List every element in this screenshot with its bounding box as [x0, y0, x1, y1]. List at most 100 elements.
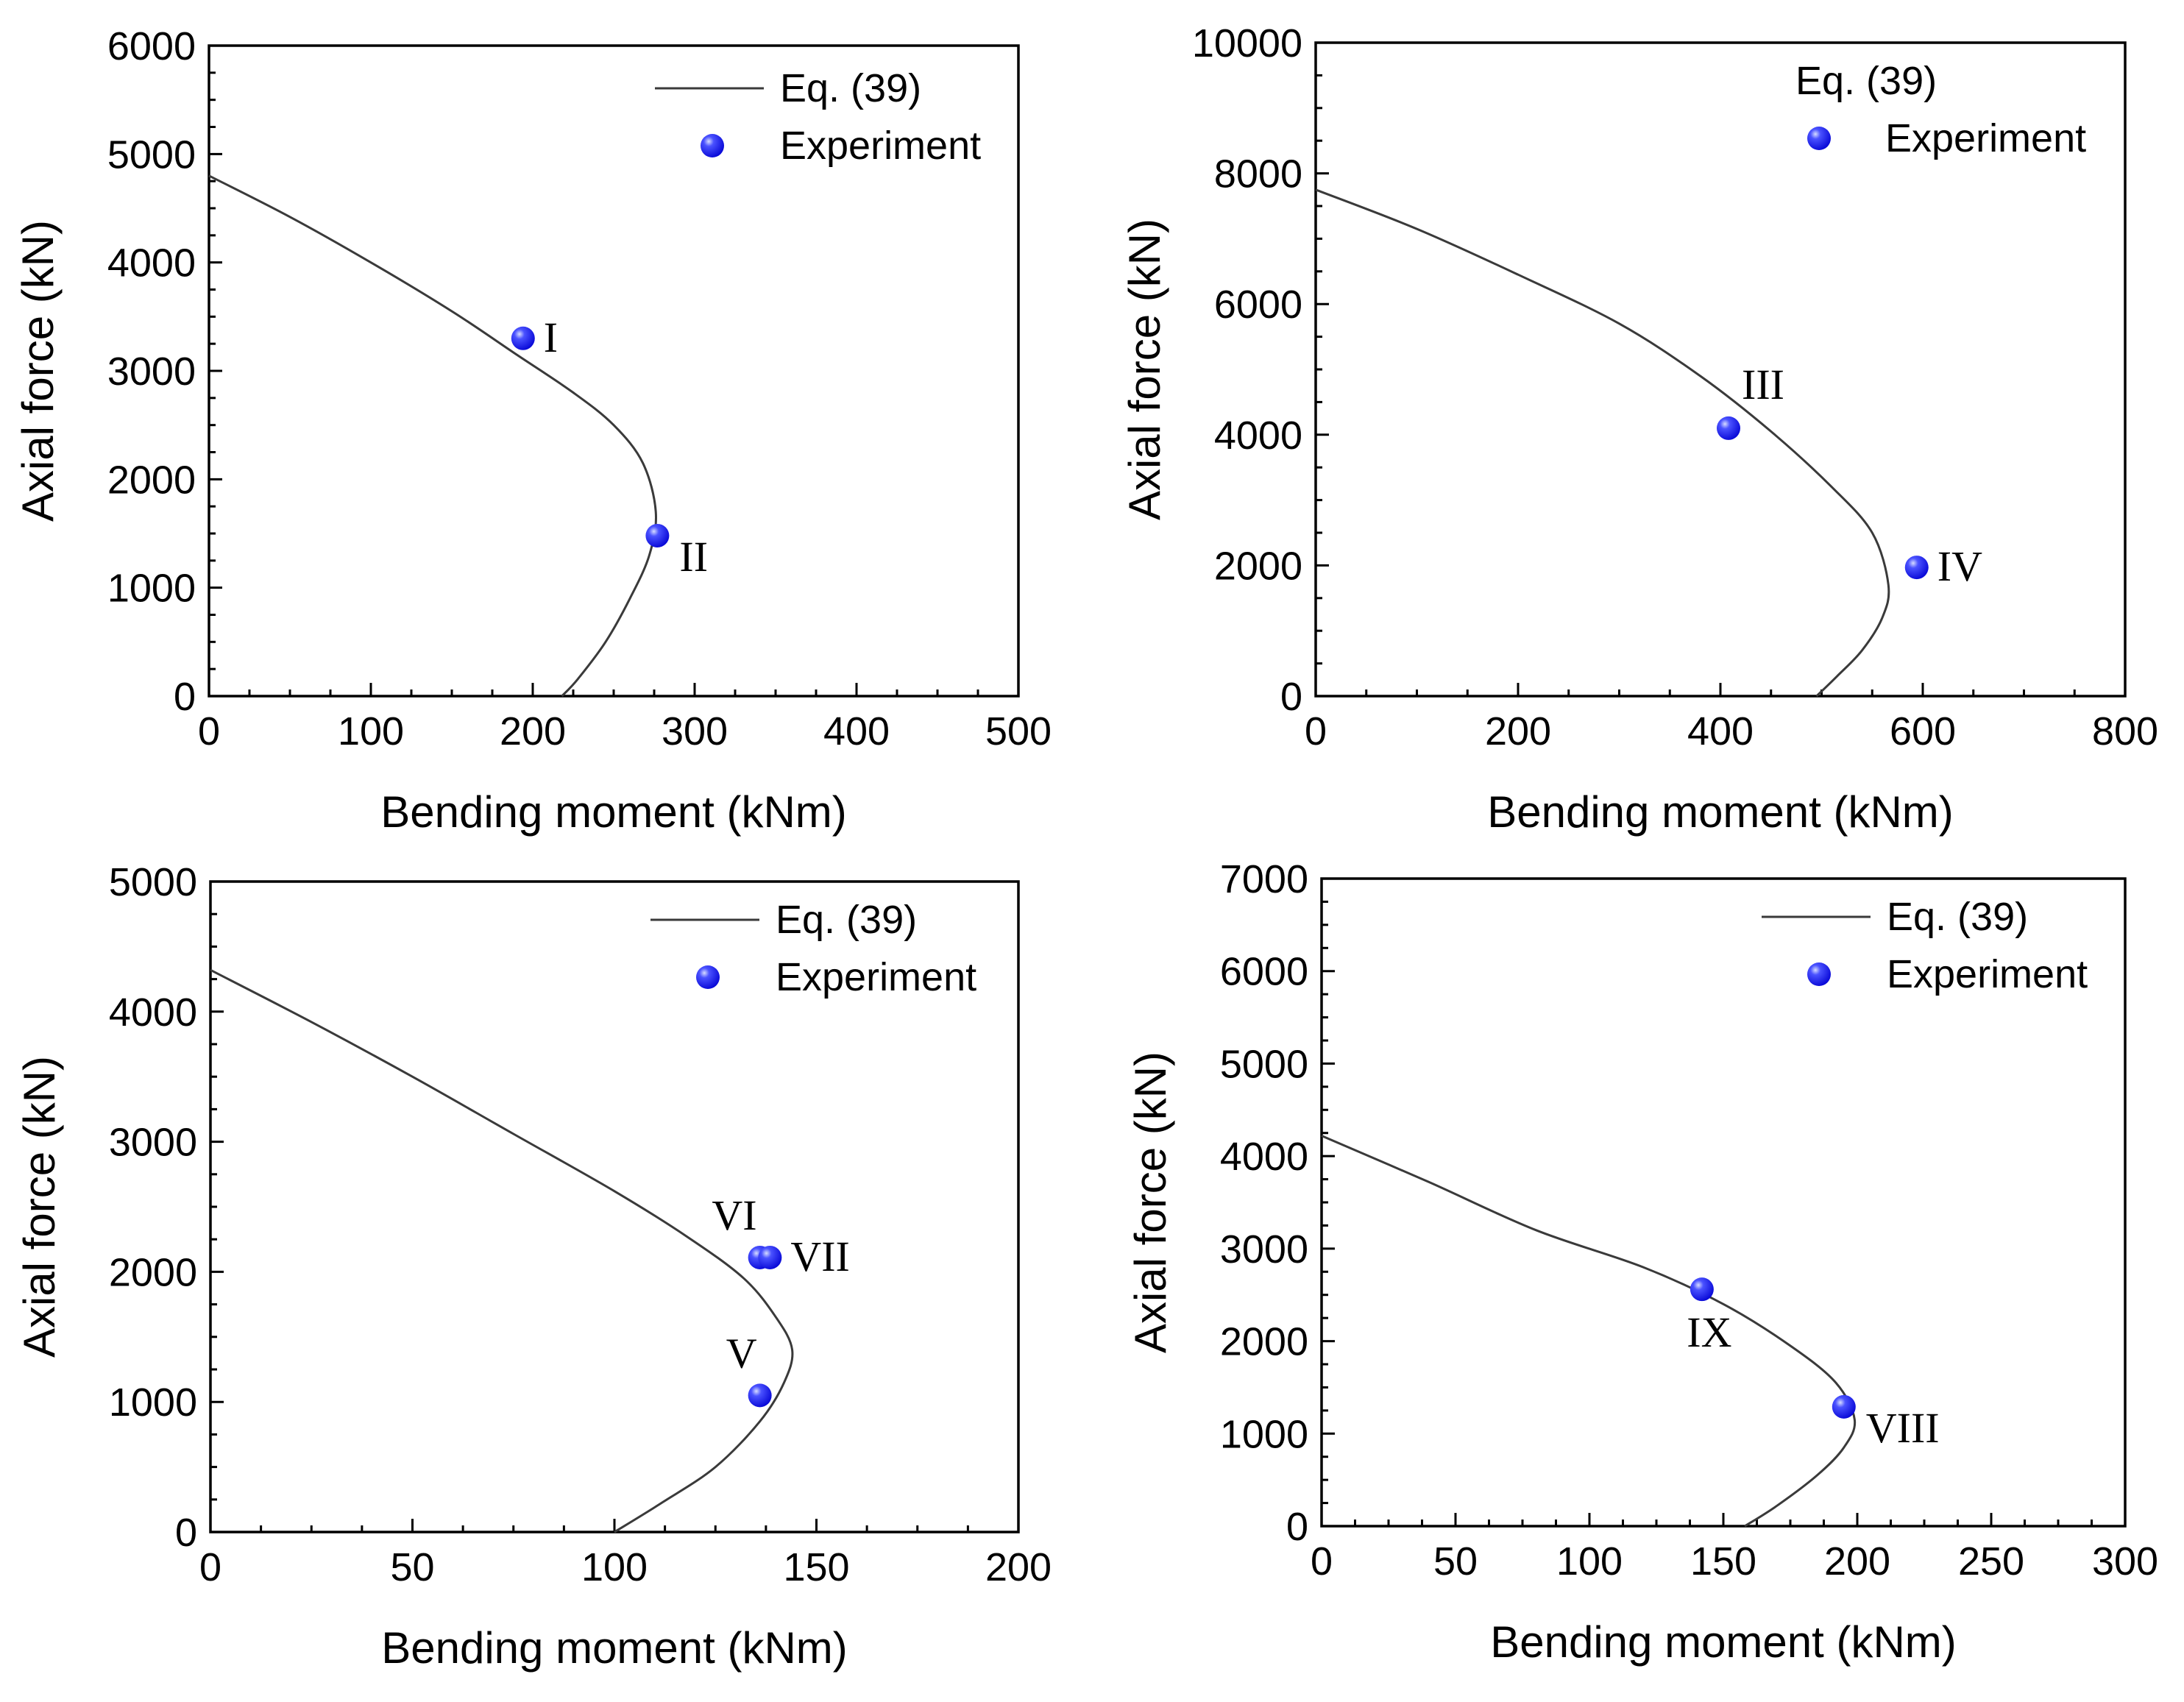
x-axis-title: Bending moment (kNm) — [1490, 1617, 1957, 1667]
x-tick-label: 100 — [338, 709, 404, 754]
point-label: I — [544, 313, 558, 361]
y-tick-label: 8000 — [1214, 152, 1302, 196]
y-tick-label: 4000 — [107, 241, 196, 286]
point-label: VI — [712, 1191, 756, 1239]
x-tick-label: 0 — [1311, 1539, 1333, 1584]
x-tick-label: 0 — [198, 709, 220, 754]
legend-line-label: Eq. (39) — [1795, 59, 1937, 103]
x-tick-label: 150 — [1690, 1539, 1756, 1584]
x-axis-title: Bending moment (kNm) — [1487, 787, 1954, 837]
y-tick-label: 4000 — [1220, 1135, 1308, 1179]
x-tick-label: 200 — [1485, 709, 1551, 754]
legend: Eq. (39) Experiment — [650, 898, 976, 999]
y-tick-label: 1000 — [109, 1380, 197, 1425]
legend-point-sample — [701, 134, 724, 157]
y-axis-title: Axial force (kN) — [1126, 1052, 1175, 1353]
experiment-point — [758, 1245, 782, 1269]
legend-point-label: Experiment — [780, 124, 981, 168]
y-axis-title: Axial force (kN) — [1120, 219, 1169, 520]
x-tick-label: 400 — [823, 709, 890, 754]
x-tick-label: 200 — [500, 709, 566, 754]
y-tick-label: 3000 — [109, 1121, 197, 1165]
chart-panel-2: 0 200 400 600 8000200040006000800010000Bendi… — [1120, 21, 2158, 837]
chart-panel-4: 0 50 100 150 200 250 3000100020003000400050006… — [1126, 857, 2158, 1667]
y-tick-label: 6000 — [1214, 283, 1302, 327]
y-tick-label: 5000 — [107, 132, 196, 177]
experiment-point — [511, 326, 535, 350]
x-tick-label: 300 — [2092, 1539, 2158, 1584]
x-tick-label: 0 — [199, 1545, 221, 1589]
legend-point-label: Experiment — [776, 955, 976, 999]
x-tick-label: 0 — [1305, 709, 1327, 754]
y-tick-label: 6000 — [1220, 950, 1308, 994]
y-tick-label: 2000 — [1214, 544, 1302, 588]
legend-point-sample — [696, 965, 720, 989]
experiment-point — [1904, 556, 1929, 580]
x-tick-label: 500 — [985, 709, 1052, 754]
y-tick-label: 2000 — [1220, 1320, 1308, 1364]
chart-panel-3: 0 50 100 150 200010002000300040005000Bending… — [15, 860, 1052, 1673]
x-tick-label: 200 — [1824, 1539, 1890, 1584]
y-tick-label: 0 — [174, 675, 196, 719]
y-tick-label: 4000 — [109, 990, 197, 1035]
legend: Eq. (39) Experiment — [1795, 59, 2086, 160]
y-axis-title: Axial force (kN) — [15, 1056, 64, 1358]
y-tick-label: 6000 — [107, 24, 196, 68]
experiment-point — [1690, 1277, 1714, 1302]
y-tick-label: 3000 — [1220, 1227, 1308, 1272]
y-tick-label: 2000 — [107, 458, 196, 502]
x-tick-label: 300 — [662, 709, 728, 754]
legend-line-label: Eq. (39) — [780, 66, 921, 110]
point-label: VII — [790, 1233, 850, 1280]
legend-point-label: Experiment — [1887, 952, 2088, 996]
y-tick-label: 7000 — [1220, 857, 1308, 901]
point-label: II — [679, 533, 708, 581]
y-tick-label: 2000 — [109, 1250, 197, 1294]
y-tick-label: 1000 — [107, 567, 196, 611]
y-tick-label: 4000 — [1214, 414, 1302, 458]
eq39-curve — [1315, 188, 1890, 698]
x-tick-label: 50 — [1433, 1539, 1478, 1584]
point-label: IX — [1687, 1308, 1731, 1356]
legend: Eq. (39) Experiment — [655, 66, 981, 168]
x-tick-label: 250 — [1958, 1539, 2024, 1584]
point-label: VIII — [1866, 1404, 1940, 1452]
y-tick-label: 1000 — [1220, 1412, 1308, 1456]
eq39-curve — [210, 968, 794, 1533]
y-tick-label: 5000 — [1220, 1042, 1308, 1086]
point-label: IV — [1937, 542, 1982, 590]
legend-point-sample — [1807, 127, 1831, 150]
legend: Eq. (39) Experiment — [1762, 895, 2088, 996]
experiment-point — [748, 1383, 772, 1408]
x-tick-label: 150 — [783, 1545, 849, 1589]
y-tick-label: 5000 — [109, 860, 197, 904]
y-tick-label: 0 — [1280, 675, 1302, 719]
x-tick-label: 800 — [2092, 709, 2158, 754]
x-tick-label: 50 — [390, 1545, 434, 1589]
x-tick-label: 100 — [581, 1545, 648, 1589]
x-tick-label: 200 — [985, 1545, 1052, 1589]
experiment-point — [1832, 1394, 1856, 1419]
experiment-point — [1717, 416, 1740, 440]
eq39-curve — [1321, 1135, 1857, 1528]
y-tick-label: 3000 — [107, 350, 196, 394]
y-axis-title: Axial force (kN) — [13, 220, 63, 522]
legend-line-label: Eq. (39) — [1887, 895, 2028, 939]
x-tick-label: 100 — [1556, 1539, 1623, 1584]
x-tick-label: 400 — [1687, 709, 1754, 754]
y-tick-label: 0 — [1286, 1505, 1308, 1549]
x-axis-title: Bending moment (kNm) — [381, 1623, 848, 1673]
x-tick-label: 600 — [1890, 709, 1956, 754]
chart-panel-1: 0 100 200 300 400 500010002000300040005000600… — [13, 24, 1052, 837]
legend-line-label: Eq. (39) — [776, 898, 917, 942]
point-label: III — [1742, 361, 1784, 408]
eq39-curve — [208, 174, 657, 698]
y-tick-label: 10000 — [1192, 21, 1302, 65]
legend-point-sample — [1807, 962, 1831, 986]
y-tick-label: 0 — [175, 1511, 197, 1555]
legend-point-label: Experiment — [1885, 116, 2086, 160]
x-axis-title: Bending moment (kNm) — [380, 787, 847, 837]
experiment-point — [645, 523, 670, 547]
point-label: V — [726, 1329, 757, 1377]
